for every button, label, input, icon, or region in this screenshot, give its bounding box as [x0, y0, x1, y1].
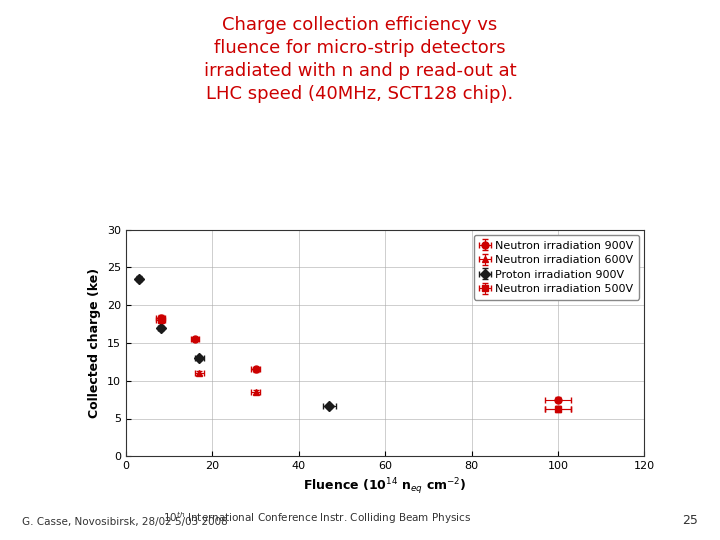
X-axis label: Fluence (10$^{14}$ n$_{eq}$ cm$^{-2}$): Fluence (10$^{14}$ n$_{eq}$ cm$^{-2}$) [303, 477, 467, 497]
Text: 25: 25 [683, 514, 698, 526]
Text: Charge collection efficiency vs
fluence for micro-strip detectors
irradiated wit: Charge collection efficiency vs fluence … [204, 16, 516, 103]
Text: 10$^{th}$ International Conference Instr. Colliding Beam Physics: 10$^{th}$ International Conference Instr… [163, 511, 471, 526]
Legend: Neutron irradiation 900V, Neutron irradiation 600V, Proton irradiation 900V, Neu: Neutron irradiation 900V, Neutron irradi… [474, 235, 639, 300]
Text: G. Casse, Novosibirsk, 28/02 5/03 2008: G. Casse, Novosibirsk, 28/02 5/03 2008 [22, 516, 228, 526]
Y-axis label: Collected charge (ke): Collected charge (ke) [89, 268, 102, 418]
